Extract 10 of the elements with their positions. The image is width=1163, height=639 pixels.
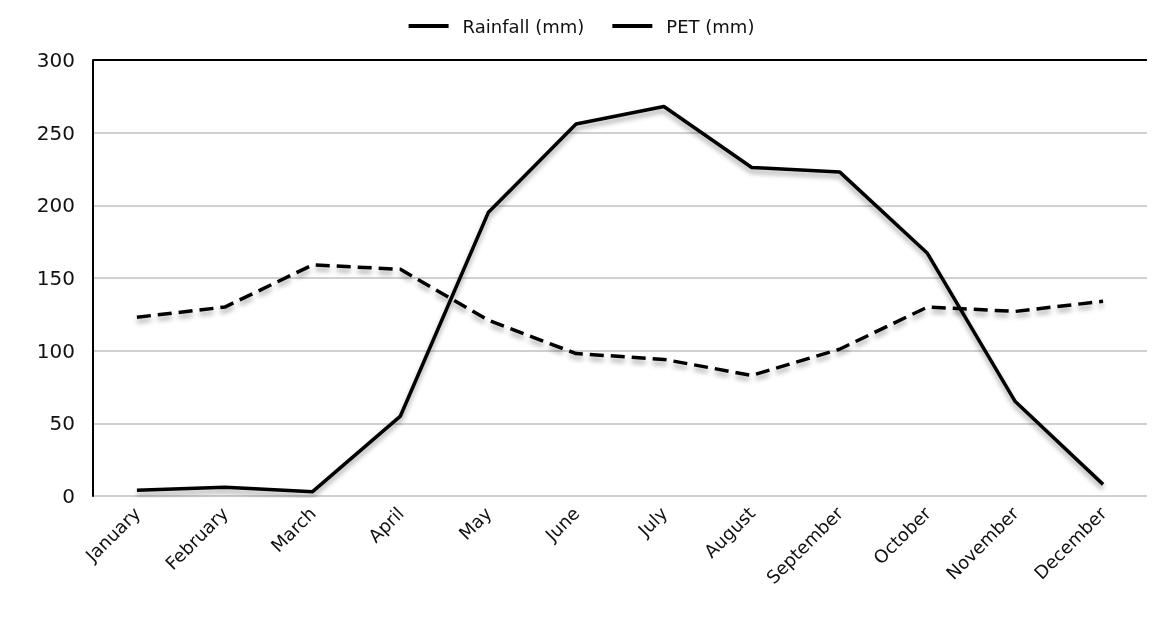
y-tick-label: 0 (62, 484, 75, 508)
y-tick-label: 50 (49, 411, 75, 436)
line-series (135, 104, 1105, 494)
y-tick-label: 150 (36, 266, 75, 290)
legend-label: Rainfall (mm) (462, 15, 585, 37)
y-tick-label: 300 (36, 48, 75, 72)
y-tick-label: 100 (36, 338, 75, 363)
legend-label: PET (mm) (666, 15, 755, 37)
y-tick-label: 250 (36, 120, 75, 145)
y-tick-label: 200 (36, 193, 75, 218)
